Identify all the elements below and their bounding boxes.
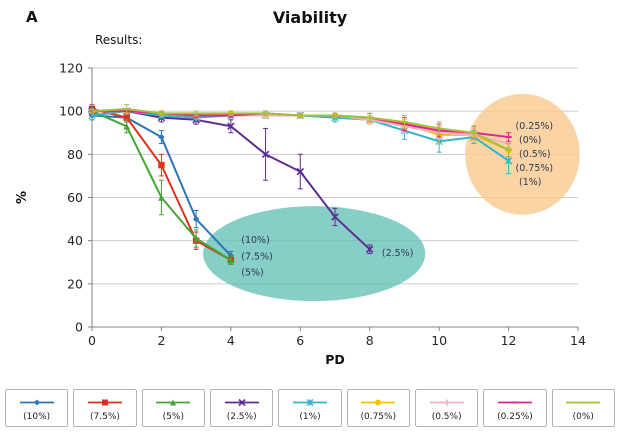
y-tick-label: 80	[67, 147, 83, 162]
annotation: (1%)	[519, 177, 541, 188]
x-tick-label: 14	[570, 333, 586, 348]
legend-item: (10%)	[5, 389, 69, 427]
y-axis-label: %	[15, 190, 31, 205]
legend-marker-icon	[429, 399, 464, 406]
annotation: (10%)	[241, 235, 270, 246]
legend-marker-icon	[497, 401, 532, 404]
x-tick-label: 8	[366, 333, 374, 348]
annotation: (0.25%)	[516, 121, 554, 132]
legend-marker-icon	[19, 399, 54, 406]
legend-marker-icon	[361, 399, 396, 406]
legend-item-label: (0.75%)	[360, 412, 397, 422]
y-tick-label: 40	[67, 233, 83, 248]
legend-item-label: (10%)	[23, 412, 51, 422]
x-axis-label: PD	[325, 352, 345, 367]
annotation: (7.5%)	[241, 251, 273, 262]
legend-item: (7.5%)	[73, 389, 137, 427]
legend-item: (0.25%)	[483, 389, 547, 427]
annotation: (2.5%)	[382, 248, 414, 259]
legend-item-label: (0%)	[572, 412, 594, 422]
legend-marker-icon	[224, 398, 259, 407]
y-tick-label: 100	[59, 104, 83, 119]
annotation: (0.75%)	[516, 163, 554, 174]
legend-item: (1%)	[278, 389, 342, 427]
legend-marker-icon	[566, 401, 601, 404]
highlight-ellipse	[203, 206, 426, 302]
legend-item-label: (2.5%)	[226, 412, 257, 422]
legend-item-label: (0.5%)	[431, 412, 462, 422]
panel-label: A	[26, 8, 38, 26]
annotation: (0%)	[519, 135, 541, 146]
legend-marker-icon	[292, 399, 327, 406]
legend-item-label: (5%)	[162, 412, 184, 422]
x-tick-label: 12	[501, 333, 517, 348]
legend-marker-icon	[87, 399, 122, 406]
legend-item: (0.75%)	[346, 389, 410, 427]
legend-item-label: (1%)	[299, 412, 321, 422]
x-tick-label: 2	[157, 333, 165, 348]
annotation: (0.5%)	[519, 149, 551, 160]
annotation: (5%)	[241, 268, 263, 279]
y-tick-label: 0	[75, 320, 83, 335]
legend: (10%) (7.5%) (5%) (2.5%) (1%) (0.75%) (0.5%) (0…	[5, 389, 615, 427]
y-tick-label: 120	[59, 61, 83, 76]
legend-item-label: (0.25%)	[497, 412, 533, 422]
legend-item-label: (7.5%)	[90, 412, 120, 422]
legend-item: (5%)	[141, 389, 205, 427]
x-tick-label: 10	[431, 333, 447, 348]
y-tick-label: 60	[67, 190, 83, 205]
x-tick-label: 4	[227, 333, 235, 348]
x-tick-label: 6	[296, 333, 304, 348]
legend-item: (0.5%)	[414, 389, 479, 427]
x-tick-label: 0	[88, 333, 96, 348]
legend-item: (0%)	[551, 389, 615, 427]
y-tick-label: 20	[67, 276, 83, 291]
chart-title: Viability	[272, 8, 348, 27]
series-8	[88, 104, 512, 157]
results-label: Results:	[95, 33, 143, 47]
legend-item: (2.5%)	[209, 389, 274, 427]
highlight-ellipse	[465, 93, 580, 215]
legend-marker-icon	[156, 399, 191, 406]
